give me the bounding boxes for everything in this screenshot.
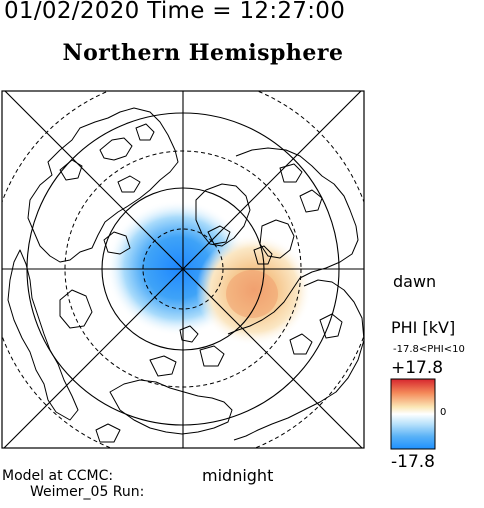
- colorbar-title: PHI [kV]: [391, 318, 456, 337]
- colorbar-min-label: -17.8: [391, 452, 435, 472]
- meridian-lines: [2, 91, 364, 448]
- run-label: Weimer_05 Run:: [30, 484, 145, 500]
- positive-potential-core: [226, 270, 278, 318]
- datetime-title: 01/02/2020 Time = 12:27:00: [4, 0, 346, 24]
- colorbar-range: -17.8<PHI<10: [393, 344, 465, 355]
- dawn-label: dawn: [393, 272, 437, 291]
- hemisphere-title: Northern Hemisphere: [62, 40, 344, 66]
- midnight-label: midnight: [202, 466, 274, 485]
- colorbar-zero-label: 0: [440, 407, 447, 418]
- colorbar: [390, 378, 436, 450]
- model-label: Model at CCMC:: [2, 468, 114, 484]
- coastlines: [7, 107, 364, 443]
- colorbar-max-label: +17.8: [391, 358, 444, 378]
